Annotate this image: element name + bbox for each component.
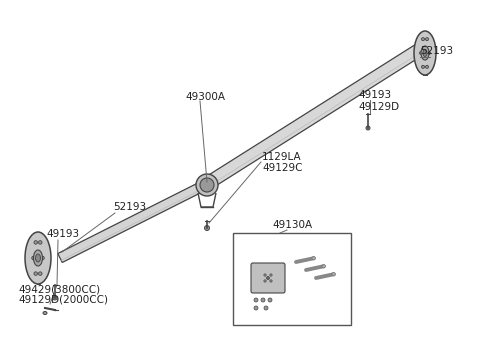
Ellipse shape: [421, 46, 429, 60]
Ellipse shape: [270, 280, 272, 282]
Text: 49300A: 49300A: [185, 92, 225, 102]
Ellipse shape: [264, 280, 266, 282]
Ellipse shape: [366, 126, 370, 130]
Ellipse shape: [38, 241, 42, 244]
Ellipse shape: [261, 298, 265, 302]
Text: 1129LA: 1129LA: [262, 152, 301, 162]
Text: 49429(3800CC): 49429(3800CC): [18, 284, 100, 294]
Ellipse shape: [43, 312, 47, 314]
Ellipse shape: [268, 298, 272, 302]
Text: 49193: 49193: [46, 229, 79, 239]
Ellipse shape: [414, 31, 436, 75]
Polygon shape: [202, 43, 425, 191]
Bar: [233, 233, 351, 325]
Ellipse shape: [421, 38, 424, 41]
Text: 49193: 49193: [358, 90, 391, 100]
Ellipse shape: [425, 38, 429, 41]
Ellipse shape: [420, 52, 422, 55]
FancyBboxPatch shape: [251, 263, 285, 293]
Ellipse shape: [254, 306, 258, 310]
Ellipse shape: [34, 272, 37, 275]
Text: 49129C: 49129C: [262, 163, 302, 173]
Ellipse shape: [264, 274, 266, 276]
Ellipse shape: [200, 178, 214, 192]
Ellipse shape: [204, 226, 209, 231]
Ellipse shape: [312, 257, 315, 260]
Ellipse shape: [264, 306, 268, 310]
Ellipse shape: [41, 256, 44, 260]
Ellipse shape: [34, 250, 43, 266]
Ellipse shape: [425, 65, 429, 68]
Ellipse shape: [428, 52, 431, 55]
Ellipse shape: [25, 232, 51, 284]
Bar: [37, 232, 40, 284]
Ellipse shape: [32, 256, 35, 260]
Ellipse shape: [38, 272, 42, 275]
Text: 52193: 52193: [113, 202, 146, 212]
Ellipse shape: [270, 274, 272, 276]
Ellipse shape: [196, 174, 218, 196]
Ellipse shape: [332, 273, 336, 276]
Ellipse shape: [322, 265, 325, 268]
Ellipse shape: [423, 49, 427, 57]
Ellipse shape: [254, 298, 258, 302]
Text: 49129D(2000CC): 49129D(2000CC): [18, 295, 108, 305]
Text: 52193: 52193: [420, 46, 453, 56]
Ellipse shape: [266, 277, 269, 279]
Ellipse shape: [34, 241, 37, 244]
Ellipse shape: [53, 296, 57, 300]
Ellipse shape: [421, 65, 424, 68]
Text: 49130A: 49130A: [272, 220, 312, 230]
Ellipse shape: [36, 254, 40, 262]
Text: 49129D: 49129D: [358, 102, 399, 112]
Bar: [423, 31, 427, 75]
Polygon shape: [58, 180, 207, 262]
